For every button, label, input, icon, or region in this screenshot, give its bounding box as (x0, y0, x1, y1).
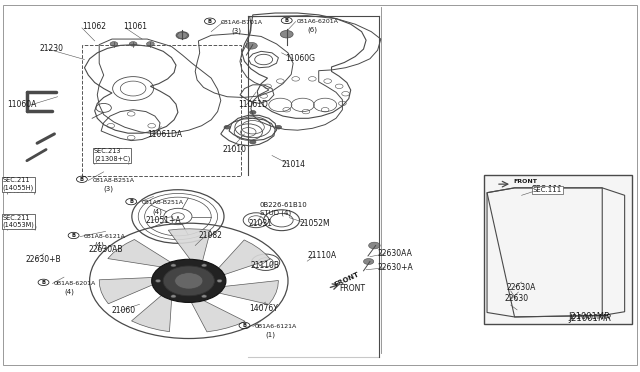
Text: (4): (4) (95, 241, 104, 248)
Text: (3): (3) (232, 27, 242, 34)
Text: B: B (80, 177, 84, 182)
Text: 081A6-B701A: 081A6-B701A (220, 20, 262, 25)
Circle shape (217, 279, 222, 282)
Text: B: B (208, 19, 212, 24)
Text: B: B (285, 18, 289, 23)
Circle shape (250, 140, 256, 144)
Text: 11060G: 11060G (285, 54, 316, 63)
Text: B: B (72, 233, 76, 238)
Circle shape (497, 258, 507, 264)
Text: SEC.111: SEC.111 (531, 185, 563, 194)
Text: 14076Y: 14076Y (250, 304, 278, 312)
Circle shape (171, 295, 176, 298)
Polygon shape (131, 291, 172, 332)
Circle shape (497, 228, 507, 234)
Circle shape (147, 42, 154, 46)
Text: (4): (4) (64, 289, 74, 295)
Text: 21052M: 21052M (300, 219, 330, 228)
Circle shape (129, 42, 137, 46)
Circle shape (497, 288, 507, 294)
Circle shape (202, 264, 207, 267)
Bar (82, 45, 241, 176)
Polygon shape (108, 240, 176, 268)
Text: 21051+A: 21051+A (146, 216, 182, 225)
Bar (240, 16, 384, 358)
Text: FRONT: FRONT (333, 271, 360, 288)
Circle shape (275, 125, 282, 129)
Text: (1): (1) (265, 331, 275, 338)
Text: 081A8-B251A: 081A8-B251A (92, 178, 134, 183)
Text: B: B (42, 280, 45, 285)
Text: SEC.111: SEC.111 (532, 187, 562, 193)
Circle shape (171, 264, 176, 267)
Circle shape (163, 266, 214, 296)
Text: 11061D: 11061D (238, 100, 268, 109)
Text: 081A8-6121A: 081A8-6121A (84, 234, 125, 239)
Circle shape (497, 199, 507, 205)
Text: FRONT: FRONT (513, 179, 537, 184)
Circle shape (369, 242, 380, 249)
Text: (3): (3) (104, 186, 114, 192)
Text: STUD (4): STUD (4) (260, 209, 291, 216)
Polygon shape (168, 229, 211, 266)
Text: 0B1A8-6201A: 0B1A8-6201A (54, 281, 96, 286)
Text: 21014: 21014 (282, 160, 306, 169)
Text: 11061: 11061 (123, 22, 147, 31)
Text: (14055H): (14055H) (5, 187, 36, 194)
Text: SEC.211: SEC.211 (5, 179, 33, 185)
Text: SEC.211: SEC.211 (5, 216, 33, 222)
Text: (6): (6) (307, 26, 317, 33)
Text: 21010: 21010 (223, 145, 246, 154)
Circle shape (156, 279, 161, 282)
Circle shape (250, 110, 256, 114)
Text: (14053M): (14053M) (5, 224, 37, 230)
Circle shape (152, 259, 226, 302)
Text: (4): (4) (152, 208, 162, 215)
Text: 22630+A: 22630+A (378, 263, 413, 272)
Text: SEC.211
(14053M): SEC.211 (14053M) (3, 215, 35, 228)
Bar (484, 175, 632, 324)
Text: 0B226-61B10: 0B226-61B10 (260, 202, 308, 208)
Polygon shape (214, 240, 270, 277)
Polygon shape (99, 277, 161, 304)
Circle shape (202, 295, 207, 298)
Circle shape (280, 31, 293, 38)
Text: B: B (243, 323, 246, 328)
Circle shape (224, 125, 230, 129)
Text: 21031: 21031 (248, 219, 273, 228)
Circle shape (176, 32, 189, 39)
Text: J21001MR: J21001MR (570, 314, 612, 323)
Text: 11060A: 11060A (8, 100, 37, 109)
Text: 081A8-B251A: 081A8-B251A (141, 200, 184, 205)
Text: 22630A: 22630A (507, 283, 536, 292)
Text: B: B (129, 199, 133, 204)
Text: 0B1A6-6121A: 0B1A6-6121A (255, 324, 297, 329)
Text: 22630+B: 22630+B (26, 255, 61, 264)
Text: 22630: 22630 (504, 294, 529, 303)
Text: 21110A: 21110A (307, 251, 337, 260)
Text: FRONT: FRONT (339, 284, 365, 293)
Circle shape (364, 259, 374, 264)
Circle shape (110, 42, 118, 46)
Polygon shape (211, 280, 278, 304)
Text: J21001MR: J21001MR (568, 312, 610, 321)
Circle shape (246, 42, 257, 49)
Text: 22630AA: 22630AA (378, 249, 412, 258)
Circle shape (175, 273, 203, 289)
Text: 21110B: 21110B (251, 262, 280, 270)
Text: 11061DA: 11061DA (147, 130, 182, 139)
Text: SEC.213: SEC.213 (99, 148, 129, 154)
Text: SEC.213
(21308+C): SEC.213 (21308+C) (94, 148, 131, 161)
Text: 081A6-6201A: 081A6-6201A (297, 19, 339, 24)
Text: SEC.211
(14055H): SEC.211 (14055H) (3, 177, 34, 191)
Text: 11062: 11062 (82, 22, 106, 31)
Text: 21082: 21082 (198, 231, 222, 240)
Text: 21230: 21230 (40, 44, 64, 53)
Text: (21308+C): (21308+C) (93, 157, 131, 164)
Text: 22630AB: 22630AB (88, 246, 123, 254)
Polygon shape (189, 297, 245, 332)
Text: 21060: 21060 (112, 306, 136, 315)
